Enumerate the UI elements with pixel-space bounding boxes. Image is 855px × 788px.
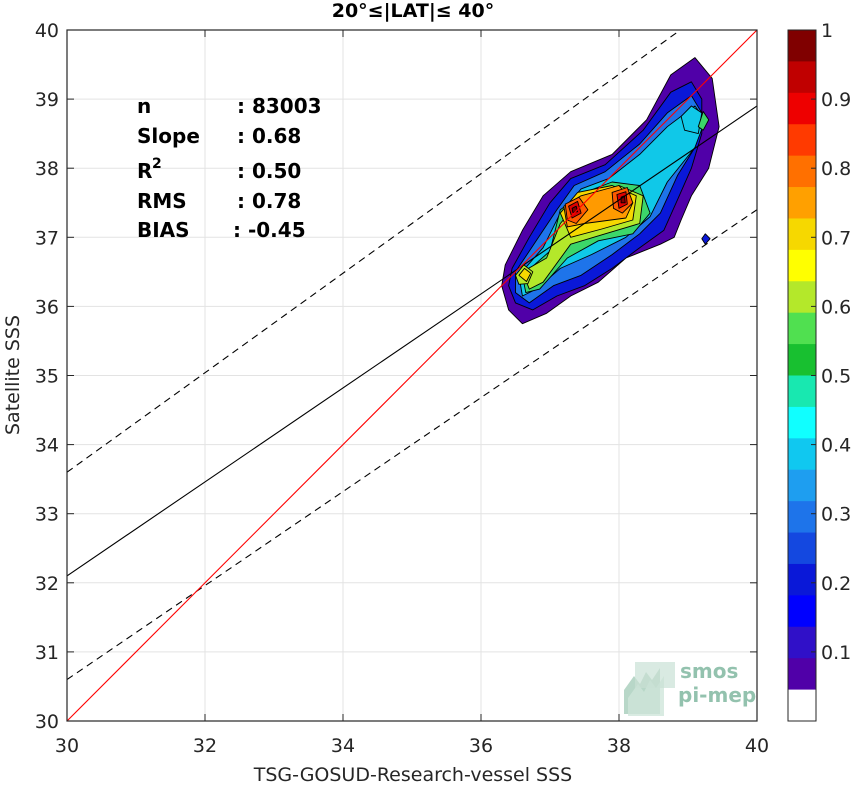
colorbar-tick-label: 1: [821, 20, 833, 42]
x-axis-label: TSG-GOSUD-Research-vessel SSS: [253, 764, 573, 784]
regression-lines: [67, 30, 757, 721]
y-tick-label: 38: [35, 158, 59, 180]
logo-text-pi-mep: pi-mep: [678, 683, 756, 707]
y-tick-label: 37: [35, 227, 59, 249]
colorbar-segment: [788, 626, 816, 659]
y-tick-label: 32: [35, 573, 59, 595]
x-tick-label: 32: [193, 735, 217, 757]
y-tick-label: 30: [35, 711, 59, 733]
colorbar-segment: [788, 344, 816, 377]
contour-level: [518, 267, 532, 282]
y-tick-label: 40: [35, 20, 59, 42]
colorbar-segment: [788, 124, 816, 157]
stat-value: : 0.50: [237, 159, 301, 183]
upper-bound-line: [67, 30, 682, 473]
logo-wave-icon: [624, 662, 675, 716]
colorbar-segment: [788, 689, 816, 722]
colorbar: 1 0.9 0.8 0.7 0.6 0.5 0.4 0.3 0.2 0.1: [787, 20, 851, 722]
x-tick-label: 34: [331, 735, 355, 757]
colorbar-segment: [788, 406, 816, 439]
colorbar-segment: [788, 218, 816, 251]
colorbar-segment: [788, 438, 816, 471]
colorbar-segment: [788, 563, 816, 596]
colorbar-segment: [788, 469, 816, 502]
stat-value: : -0.45: [233, 218, 306, 242]
logo-text-smos: smos: [680, 659, 738, 683]
colorbar-segment: [788, 281, 816, 314]
colorbar-segment: [788, 155, 816, 188]
x-tick-label: 38: [607, 735, 631, 757]
stat-value: : 83003: [237, 94, 322, 118]
colorbar-segment: [788, 501, 816, 534]
stat-label: Slope: [137, 124, 200, 148]
contour-level: [697, 111, 710, 131]
y-tick-label: 36: [35, 296, 59, 318]
stat-value: : 0.68: [237, 124, 301, 148]
colorbar-segment: [788, 375, 816, 408]
x-tick-label: 30: [55, 735, 79, 757]
colorbar-segment: [788, 30, 816, 63]
y-tick-label: 31: [35, 642, 59, 664]
regression-fit-line: [67, 105, 757, 577]
colorbar-segment: [788, 187, 816, 220]
colorbar-tick-label: 0.6: [821, 296, 851, 318]
y-tick-label: 33: [35, 504, 59, 526]
colorbar-segment: [788, 532, 816, 565]
stat-label-superscript: 2: [152, 156, 162, 172]
y-axis-label: Satellite SSS: [2, 315, 24, 435]
colorbar-tick-label: 0.9: [821, 89, 851, 111]
x-axis-ticks: 30 32 34 36 38 40: [55, 30, 769, 757]
colorbar-tick-label: 0.1: [821, 642, 851, 664]
colorbar-segment: [788, 92, 816, 125]
y-tick-label: 35: [35, 366, 59, 388]
stat-label: R: [137, 159, 152, 183]
colorbar-tick-label: 0.2: [821, 573, 851, 595]
colorbar-segment: [788, 595, 816, 628]
one-to-one-line: [67, 30, 757, 721]
y-tick-label: 34: [35, 435, 59, 457]
chart-title: 20°≤|LAT|≤ 40°: [332, 0, 495, 22]
stat-label: BIAS: [137, 218, 190, 242]
y-axis-ticks: 30 31 32 33 34 35 36 37 38 39 40: [35, 20, 757, 733]
stat-value: : 0.78: [237, 189, 301, 213]
colorbar-tick-label: 0.5: [821, 366, 851, 388]
colorbar-tick-label: 0.8: [821, 158, 851, 180]
stat-label: RMS: [137, 189, 187, 213]
smos-pi-mep-logo: smos pi-mep: [624, 659, 756, 716]
density-contours: [501, 57, 720, 325]
y-tick-label: 39: [35, 89, 59, 111]
colorbar-tick-label: 0.3: [821, 504, 851, 526]
stats-box: n : 83003 Slope : 0.68 R 2 : 0.50 RMS : 0.78 BIAS…: [137, 94, 322, 242]
contour-level: [701, 233, 711, 245]
colorbar-segment: [788, 658, 816, 691]
colorbar-tick-label: 0.7: [821, 227, 851, 249]
x-tick-label: 40: [745, 735, 769, 757]
colorbar-segment: [788, 61, 816, 94]
x-tick-label: 36: [469, 735, 493, 757]
stat-label: n: [137, 94, 151, 118]
colorbar-segment: [788, 249, 816, 282]
colorbar-tick-label: 0.4: [821, 435, 851, 457]
colorbar-segment: [788, 312, 816, 345]
